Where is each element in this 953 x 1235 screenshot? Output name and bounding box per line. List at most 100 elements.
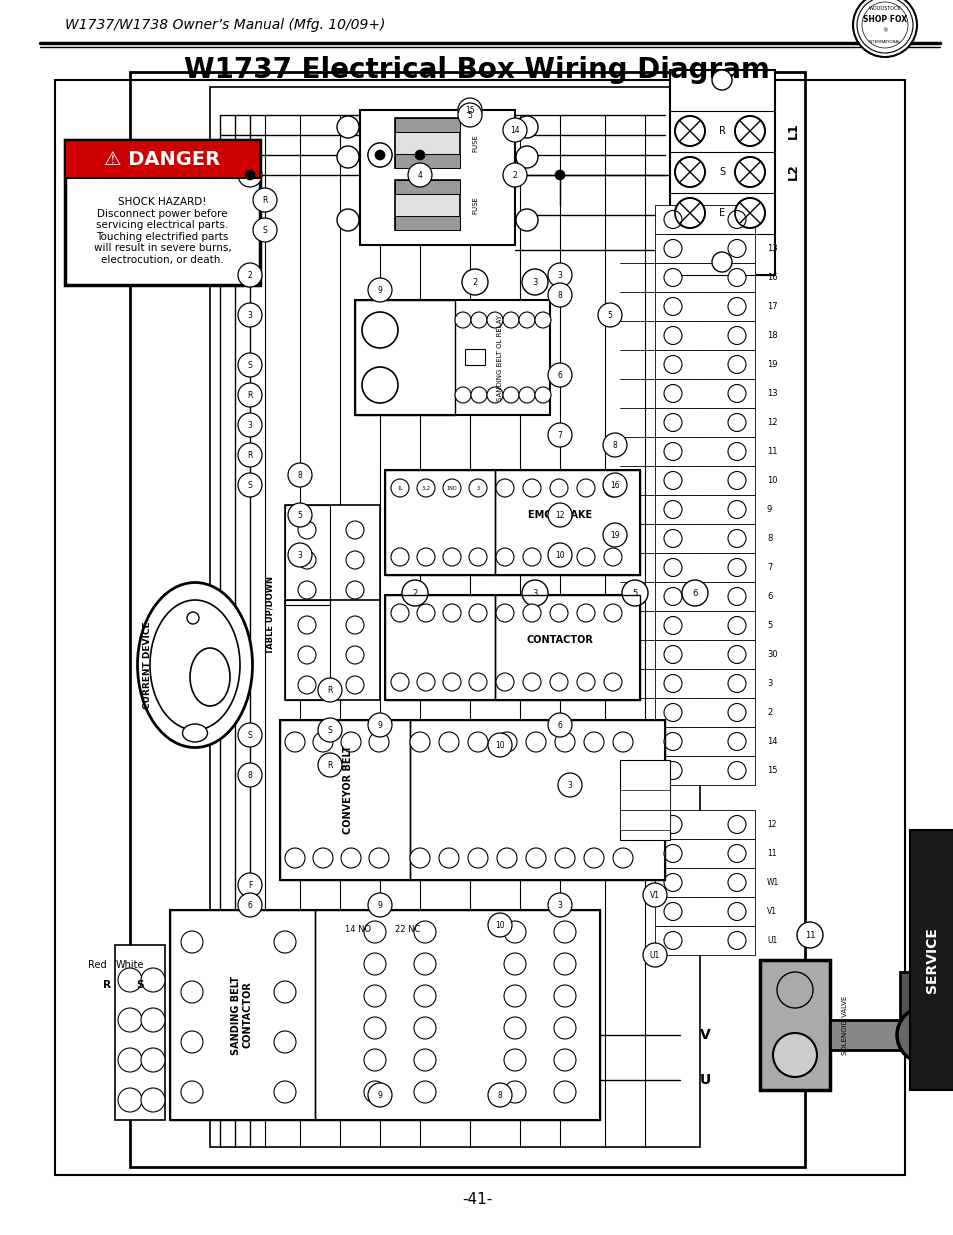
Text: 18: 18 <box>766 331 777 340</box>
Circle shape <box>313 848 333 868</box>
Text: FUSE: FUSE <box>472 135 477 152</box>
Bar <box>55 80 904 1174</box>
Circle shape <box>368 143 392 167</box>
Text: U1: U1 <box>649 951 659 960</box>
Text: 2: 2 <box>766 708 771 718</box>
Text: W1737 Electrical Box Wiring Diagram: W1737 Electrical Box Wiring Diagram <box>184 56 769 84</box>
Circle shape <box>469 479 486 496</box>
Text: 5: 5 <box>766 621 771 630</box>
Circle shape <box>547 263 572 287</box>
Circle shape <box>663 210 681 228</box>
Circle shape <box>522 548 540 566</box>
Circle shape <box>613 848 633 868</box>
Bar <box>655 379 754 408</box>
Circle shape <box>141 1049 165 1072</box>
Text: 15: 15 <box>766 766 777 776</box>
Circle shape <box>253 188 276 212</box>
Circle shape <box>550 604 567 622</box>
Text: 5: 5 <box>607 310 612 320</box>
Text: R: R <box>718 126 724 136</box>
Bar <box>285 505 330 605</box>
Circle shape <box>603 673 621 692</box>
Circle shape <box>297 676 315 694</box>
Circle shape <box>555 732 575 752</box>
Circle shape <box>416 673 435 692</box>
Circle shape <box>727 472 745 489</box>
Circle shape <box>535 387 551 403</box>
Bar <box>829 1020 924 1050</box>
Circle shape <box>274 981 295 1003</box>
Circle shape <box>675 116 704 146</box>
Bar <box>655 233 754 263</box>
Circle shape <box>497 732 517 752</box>
Circle shape <box>727 298 745 315</box>
Circle shape <box>642 944 666 967</box>
Bar <box>655 756 754 785</box>
Text: 19: 19 <box>766 359 777 369</box>
Text: 9: 9 <box>377 285 382 294</box>
Circle shape <box>118 1088 142 1112</box>
Circle shape <box>488 734 512 757</box>
Circle shape <box>414 953 436 974</box>
Text: V1: V1 <box>649 890 659 899</box>
Circle shape <box>503 1081 525 1103</box>
Text: 8: 8 <box>766 534 772 543</box>
Text: 9: 9 <box>377 900 382 909</box>
Circle shape <box>297 521 315 538</box>
Circle shape <box>391 673 409 692</box>
Circle shape <box>547 893 572 918</box>
Circle shape <box>391 548 409 566</box>
Circle shape <box>727 931 745 950</box>
Text: SHOP FOX: SHOP FOX <box>862 15 906 23</box>
Circle shape <box>364 1049 386 1071</box>
Text: 2: 2 <box>412 589 417 598</box>
Text: WOODSTOCK: WOODSTOCK <box>868 5 901 11</box>
Circle shape <box>346 551 364 569</box>
Bar <box>655 926 754 955</box>
Circle shape <box>416 479 435 496</box>
Circle shape <box>340 848 360 868</box>
Bar <box>170 910 314 1120</box>
Text: 11: 11 <box>766 447 777 456</box>
Circle shape <box>375 149 385 161</box>
Circle shape <box>274 1031 295 1053</box>
Circle shape <box>245 170 254 180</box>
Circle shape <box>550 479 567 496</box>
Circle shape <box>336 116 358 138</box>
Text: V: V <box>700 1028 710 1042</box>
Circle shape <box>663 530 681 547</box>
Ellipse shape <box>137 583 253 747</box>
Text: S: S <box>248 730 253 740</box>
Bar <box>655 669 754 698</box>
Circle shape <box>361 367 397 403</box>
Circle shape <box>237 353 262 377</box>
Text: 7: 7 <box>557 431 562 440</box>
Circle shape <box>488 1083 512 1107</box>
Circle shape <box>727 240 745 258</box>
Circle shape <box>711 70 731 90</box>
Text: 6: 6 <box>557 720 562 730</box>
Circle shape <box>727 646 745 663</box>
Text: 8: 8 <box>248 771 253 779</box>
Circle shape <box>663 240 681 258</box>
Text: 22 NC: 22 NC <box>395 925 420 935</box>
Bar <box>619 790 669 810</box>
Circle shape <box>522 673 540 692</box>
Bar <box>909 830 953 1091</box>
Bar <box>395 154 459 168</box>
Text: ®: ® <box>882 28 887 33</box>
Circle shape <box>577 673 595 692</box>
Text: 19: 19 <box>610 531 619 540</box>
Bar <box>655 868 754 897</box>
Circle shape <box>369 848 389 868</box>
Circle shape <box>516 146 537 168</box>
Circle shape <box>663 268 681 287</box>
Text: R: R <box>327 685 333 694</box>
Circle shape <box>554 953 576 974</box>
Bar <box>385 471 495 576</box>
Circle shape <box>554 1081 576 1103</box>
Circle shape <box>181 931 203 953</box>
Circle shape <box>516 116 537 138</box>
Bar <box>395 216 459 230</box>
Circle shape <box>141 1008 165 1032</box>
